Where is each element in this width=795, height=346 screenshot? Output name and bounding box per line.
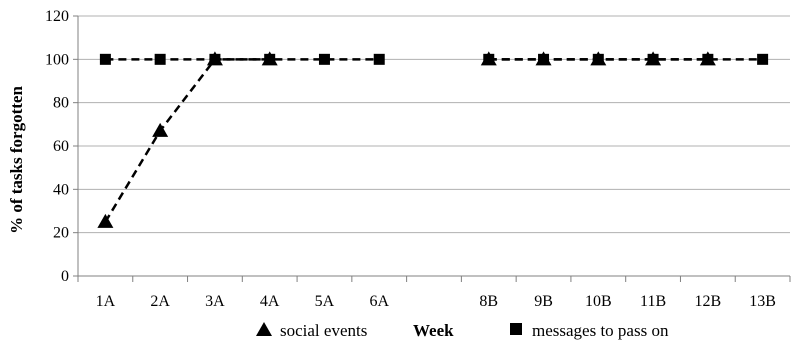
y-axis-ticks: 0 20 40 60 80 100 120: [45, 8, 79, 285]
y-tick-label: 0: [61, 268, 69, 285]
x-tick-label: 5A: [315, 293, 335, 310]
point-messages-to-pass-on: [592, 53, 604, 65]
x-tick-label: 3A: [205, 293, 225, 310]
x-tick-label: 11B: [640, 293, 666, 310]
x-axis-ticks: 1A 2A 3A 4A 5A 6A 8B 9B 10B 11B 12B 13B: [77, 276, 791, 310]
x-tick-label: 1A: [96, 293, 116, 310]
x-tick-label: 9B: [534, 293, 553, 310]
point-social-events: [152, 122, 169, 137]
y-tick-label: 100: [45, 51, 69, 68]
y-tick-label: 80: [53, 95, 69, 112]
y-axis-label: % of tasks forgotten: [7, 86, 26, 234]
point-messages-to-pass-on: [538, 53, 550, 65]
series-markers: [97, 51, 769, 228]
legend-square-marker: [510, 323, 522, 335]
point-messages-to-pass-on: [647, 53, 659, 65]
x-tick-label: 4A: [260, 293, 280, 310]
y-tick-label: 60: [53, 138, 69, 155]
point-messages-to-pass-on: [209, 53, 221, 65]
series-lines: [104, 58, 763, 223]
y-tick-label: 40: [53, 181, 69, 198]
x-tick-label: 13B: [749, 293, 776, 310]
legend-triangle-marker: [256, 322, 272, 336]
point-messages-to-pass-on: [702, 53, 714, 65]
y-tick-label: 120: [45, 8, 69, 25]
y-tick-label: 20: [53, 225, 69, 242]
point-social-events: [97, 213, 114, 228]
point-messages-to-pass-on: [99, 53, 111, 65]
legend: social events Week messages to pass on: [256, 321, 669, 340]
point-messages-to-pass-on: [373, 53, 385, 65]
series-line-social-events: [104, 58, 270, 223]
gridlines: [78, 15, 790, 277]
x-axis-label: Week: [413, 321, 454, 340]
x-tick-label: 12B: [695, 293, 722, 310]
point-messages-to-pass-on: [483, 53, 495, 65]
legend-social-events: social events: [280, 321, 367, 340]
point-messages-to-pass-on: [154, 53, 166, 65]
point-messages-to-pass-on: [318, 53, 330, 65]
point-messages-to-pass-on: [264, 53, 276, 65]
point-messages-to-pass-on: [757, 53, 769, 65]
x-tick-label: 6A: [369, 293, 389, 310]
x-tick-label: 10B: [585, 293, 612, 310]
x-tick-label: 8B: [479, 293, 498, 310]
x-tick-label: 2A: [150, 293, 170, 310]
legend-messages-to-pass-on: messages to pass on: [532, 321, 669, 340]
